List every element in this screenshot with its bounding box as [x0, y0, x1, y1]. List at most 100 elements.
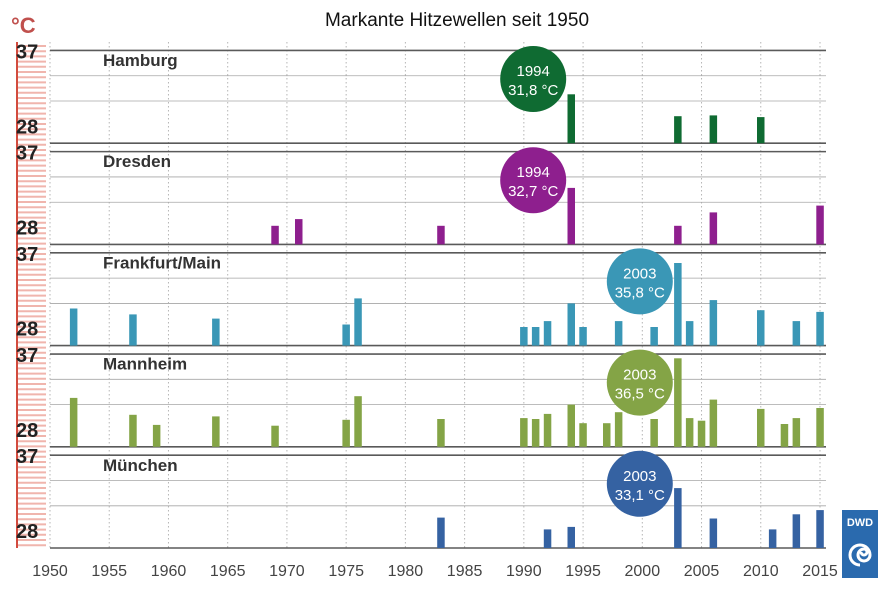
- dwd-logo-text: DWD: [847, 517, 873, 529]
- x-tick-label: 1980: [388, 563, 424, 580]
- bar-2013: [792, 321, 801, 346]
- y-tick-label-28: 28: [16, 116, 38, 138]
- x-axis: 1950 1955 1960 1965 1970 1975 1980 1985 1990 1995…: [32, 563, 838, 580]
- bar-2003: [674, 263, 682, 346]
- bar-2006: [709, 212, 718, 245]
- bar-2006: [709, 399, 718, 447]
- x-tick-label: 1970: [269, 563, 305, 580]
- unit-label: °C: [11, 13, 36, 38]
- x-tick-label: 2010: [743, 563, 779, 580]
- y-tick-label-37: 37: [16, 244, 38, 266]
- panel-2: [69, 263, 824, 346]
- city-label: Dresden: [103, 152, 171, 171]
- highlight-bubbles: 1994 31,8 °C 1994 32,7 °C 2003 35,8 °C 2003 36,…: [500, 46, 673, 517]
- highlight-bubble: 2003 35,8 °C: [606, 248, 673, 315]
- highlight-bubble: 1994 31,8 °C: [500, 46, 567, 112]
- bar-1969: [271, 425, 279, 447]
- highlight-bubble: 2003 33,1 °C: [606, 450, 673, 517]
- bubble-circle: [606, 248, 673, 315]
- bubble-year: 2003: [623, 468, 656, 485]
- panel-1: [271, 187, 824, 245]
- x-tick-label: 1985: [447, 563, 483, 580]
- bars: [69, 94, 824, 548]
- bar-1975: [342, 419, 350, 447]
- thermometer-scale: [16, 42, 46, 548]
- bubble-value: 33,1 °C: [615, 487, 665, 504]
- x-tick-label: 2005: [684, 563, 720, 580]
- bar-1976: [354, 396, 362, 447]
- bar-1952: [69, 308, 78, 346]
- bar-1957: [129, 414, 137, 447]
- city-label: Hamburg: [103, 51, 178, 70]
- bar-1983: [437, 419, 445, 447]
- bar-1971: [295, 219, 303, 245]
- bar-2015: [816, 205, 824, 245]
- bubble-circle: [500, 46, 567, 112]
- x-tick-label: 1950: [32, 563, 68, 580]
- bar-1964: [212, 416, 220, 447]
- bubble-value: 35,8 °C: [615, 284, 665, 301]
- y-tick-label-28: 28: [16, 218, 38, 240]
- panel-4: [437, 488, 824, 548]
- bar-1976: [354, 298, 362, 346]
- bar-2006: [709, 300, 718, 346]
- bar-1997: [603, 423, 611, 447]
- x-tick-label: 1955: [91, 563, 127, 580]
- city-label: München: [103, 456, 178, 475]
- y-tick-label-37: 37: [16, 143, 38, 165]
- x-tick-label: 1960: [151, 563, 187, 580]
- bar-2015: [816, 408, 824, 447]
- chart-title: Markante Hitzewellen seit 1950: [325, 10, 589, 31]
- labels: 37 28 Hamburg 37 28 Dresden 37 28 Frankfurt/Main…: [16, 41, 221, 543]
- bar-2013: [792, 418, 801, 447]
- bar-2003: [674, 225, 682, 245]
- bubble-circle: [500, 147, 567, 214]
- x-tick-label: 1965: [210, 563, 246, 580]
- x-tick-label: 2015: [802, 563, 838, 580]
- bar-1991: [531, 327, 540, 346]
- bar-2012: [780, 424, 789, 447]
- bar-2003: [674, 116, 682, 144]
- bar-2010: [757, 117, 765, 144]
- x-tick-label: 2000: [625, 563, 661, 580]
- bar-1964: [212, 318, 220, 346]
- bubble-year: 1994: [517, 63, 550, 80]
- bar-2006: [709, 115, 718, 144]
- city-label: Frankfurt/Main: [103, 253, 221, 272]
- bubble-value: 31,8 °C: [508, 82, 558, 99]
- dwd-logo: DWD: [842, 510, 878, 578]
- bar-1992: [543, 529, 552, 548]
- panel-3: [69, 358, 824, 447]
- bar-1952: [69, 397, 78, 447]
- bar-2010: [757, 310, 765, 346]
- bubble-year: 2003: [623, 265, 656, 282]
- bar-2010: [757, 408, 765, 447]
- bar-1957: [129, 314, 137, 346]
- bar-1994: [567, 187, 575, 245]
- bar-1994: [567, 94, 575, 144]
- bubble-circle: [606, 349, 673, 416]
- bar-1959: [152, 424, 161, 447]
- highlight-bubble: 2003 36,5 °C: [606, 349, 673, 416]
- y-tick-label-37: 37: [16, 41, 38, 63]
- y-tick-label-37: 37: [16, 345, 38, 367]
- bubble-value: 32,7 °C: [508, 183, 558, 200]
- bubble-year: 1994: [517, 164, 550, 181]
- bubble-value: 36,5 °C: [615, 386, 665, 403]
- x-tick-label: 1990: [506, 563, 542, 580]
- bar-2015: [816, 510, 824, 548]
- y-tick-label-28: 28: [16, 521, 38, 543]
- bar-1992: [543, 321, 552, 346]
- bar-2006: [709, 518, 718, 548]
- bar-1994: [567, 526, 575, 548]
- bar-2005: [697, 420, 706, 447]
- bar-1983: [437, 225, 445, 245]
- y-tick-label-28: 28: [16, 319, 38, 341]
- highlight-bubble: 1994 32,7 °C: [500, 147, 567, 214]
- bar-2015: [816, 311, 824, 346]
- bar-2001: [650, 327, 658, 346]
- bar-2004: [685, 321, 694, 346]
- bar-1992: [543, 413, 552, 447]
- bar-2001: [650, 419, 658, 447]
